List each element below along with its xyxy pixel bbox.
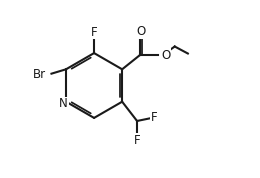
Text: F: F xyxy=(134,134,140,147)
Text: N: N xyxy=(59,98,68,111)
Text: F: F xyxy=(91,26,98,39)
Text: Br: Br xyxy=(33,68,46,81)
Text: O: O xyxy=(136,25,146,38)
Text: F: F xyxy=(151,111,158,124)
Text: O: O xyxy=(161,49,171,62)
